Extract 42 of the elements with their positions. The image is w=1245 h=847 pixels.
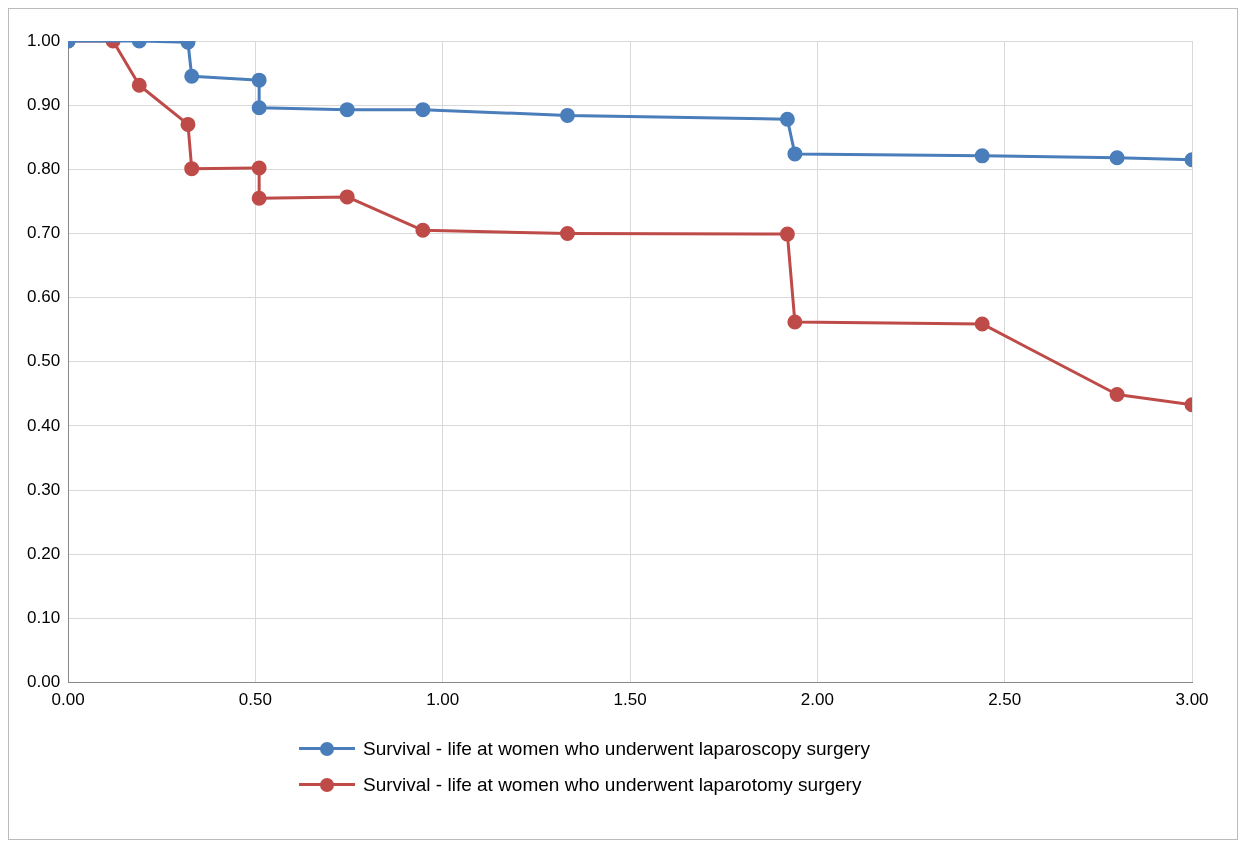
y-tick-label: 0.60 [26, 287, 61, 307]
point [787, 314, 803, 330]
y-tick-label: 0.80 [26, 159, 61, 179]
point [787, 146, 803, 162]
y-tick-label: 0.30 [26, 479, 61, 499]
point [131, 77, 147, 93]
point [251, 190, 267, 206]
point [415, 222, 431, 238]
y-tick-label: 0.00 [26, 672, 61, 692]
point [1109, 150, 1125, 166]
point [339, 189, 355, 205]
y-tick-label: 0.70 [26, 223, 61, 243]
legend-label: Survival - life at women who underwent laparoscopy surgery [363, 738, 870, 760]
x-tick-label: 0.00 [51, 690, 85, 710]
y-tick-label: 0.20 [26, 543, 61, 563]
x-tick-label: 1.50 [613, 690, 647, 710]
point [184, 68, 200, 84]
legend-label: Survival - life at women who underwent laparotomy surgery [363, 774, 862, 796]
x-tick-label: 2.50 [988, 690, 1022, 710]
x-tick-label: 2.00 [800, 690, 834, 710]
x-tick-label: 1.00 [426, 690, 460, 710]
point [1109, 387, 1125, 403]
point [415, 102, 431, 118]
point [251, 100, 267, 116]
point [184, 161, 200, 177]
point [339, 102, 355, 118]
x-tick-label: 0.50 [238, 690, 272, 710]
point [251, 72, 267, 88]
y-tick-label: 1.00 [26, 30, 61, 50]
y-tick-label: 0.10 [26, 608, 61, 628]
y-tick-label: 0.50 [26, 351, 61, 371]
x-tick-label: 3.00 [1175, 690, 1209, 710]
point [559, 225, 575, 241]
point [974, 316, 990, 332]
y-tick-label: 0.90 [26, 94, 61, 114]
point [779, 111, 795, 127]
point [251, 160, 267, 176]
y-tick-label: 0.40 [26, 415, 61, 435]
point [180, 116, 196, 132]
point [559, 107, 575, 123]
point [779, 226, 795, 242]
point [974, 148, 990, 164]
